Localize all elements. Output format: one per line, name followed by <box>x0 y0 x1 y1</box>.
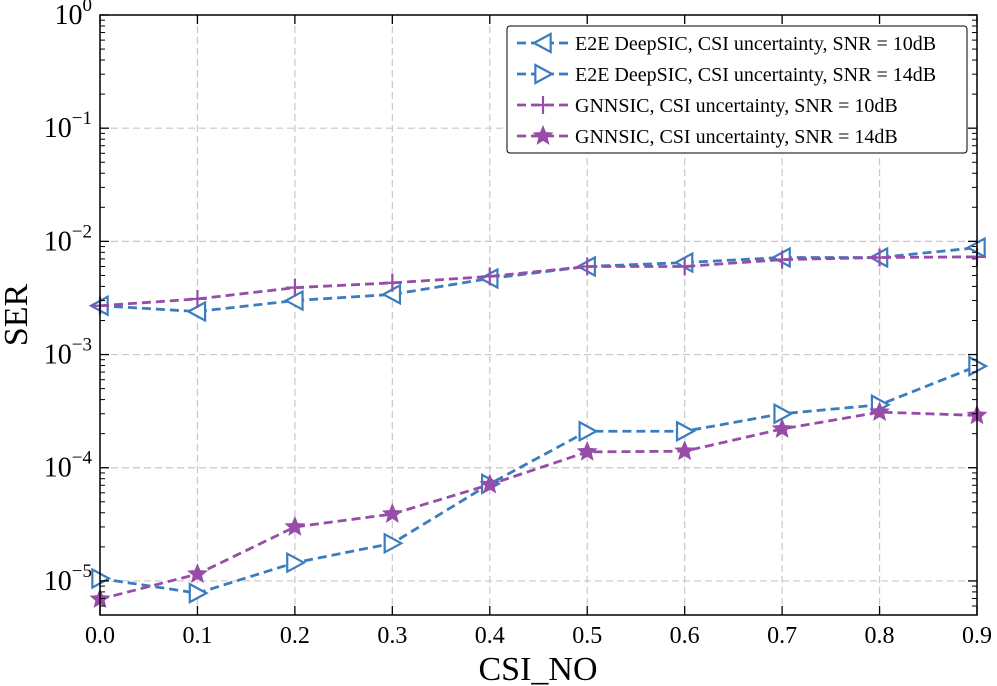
x-tick-label: 0.1 <box>182 623 212 649</box>
data-point <box>578 257 597 276</box>
legend-label: E2E DeepSIC, CSI uncertainty, SNR = 14dB <box>575 64 936 86</box>
data-point <box>188 289 207 308</box>
series-line <box>99 364 978 595</box>
y-tick-label: 10−5 <box>44 561 92 597</box>
y-tick-base: 10 <box>44 566 72 597</box>
legend-marker <box>534 63 555 85</box>
series-4 <box>89 401 988 609</box>
legend-marker <box>534 96 552 114</box>
legend-entry: GNNSIC, CSI uncertainty, SNR = 10dB <box>517 95 898 117</box>
data-point <box>771 417 793 438</box>
y-tick-base: 10 <box>55 0 83 31</box>
data-point <box>870 248 889 267</box>
y-tick-label: 10−3 <box>44 335 92 371</box>
data-point <box>674 440 696 461</box>
legend-label: E2E DeepSIC, CSI uncertainty, SNR = 10dB <box>575 33 936 55</box>
data-point <box>773 250 792 269</box>
y-tick-base: 10 <box>44 340 72 371</box>
plot-frame <box>99 14 978 616</box>
data-point <box>284 515 306 536</box>
axis-ticks: 0.0 0.1 0.2 0.3 0.4 0.5 0.6 0.7 0.8 0.910010−110−… <box>44 0 992 649</box>
legend: E2E DeepSIC, CSI uncertainty, SNR = 10dB… <box>506 25 968 154</box>
data-point <box>285 278 304 297</box>
y-tick-label: 10−4 <box>44 448 93 484</box>
x-tick-label: 0.4 <box>475 623 505 649</box>
y-tick-exponent: −2 <box>72 221 92 242</box>
series-line <box>99 410 978 601</box>
y-tick-base: 10 <box>44 453 72 484</box>
data-point <box>479 473 501 494</box>
x-tick-label: 0.0 <box>85 623 115 649</box>
x-axis-label: CSI_NO <box>478 651 597 686</box>
y-tick-exponent: −5 <box>72 561 92 582</box>
data-point <box>675 420 696 443</box>
x-tick-label: 0.9 <box>962 623 992 649</box>
series-line <box>99 255 978 308</box>
data-point <box>480 267 499 286</box>
y-tick-exponent: 0 <box>83 0 93 16</box>
data-point <box>675 257 694 276</box>
data-point <box>188 582 209 604</box>
series-layer <box>88 236 989 609</box>
data-point <box>381 503 403 523</box>
data-point <box>578 420 599 443</box>
y-tick-label: 10−1 <box>44 108 92 144</box>
y-tick-base: 10 <box>44 113 72 144</box>
y-tick-exponent: −4 <box>72 448 93 469</box>
legend-entry: E2E DeepSIC, CSI uncertainty, SNR = 14dB <box>517 63 936 86</box>
x-tick-label: 0.5 <box>572 623 602 649</box>
data-point <box>383 532 404 555</box>
legend-label: GNNSIC, CSI uncertainty, SNR = 10dB <box>575 95 898 117</box>
data-point <box>186 563 208 583</box>
data-point <box>286 551 307 574</box>
x-tick-label: 0.8 <box>865 623 895 649</box>
data-point <box>773 402 794 425</box>
y-tick-label: 10−2 <box>44 221 92 257</box>
x-tick-label: 0.2 <box>280 623 310 649</box>
legend-marker <box>532 125 554 145</box>
legend-box <box>506 25 968 154</box>
x-tick-label: 0.6 <box>670 623 700 649</box>
y-tick-base: 10 <box>44 226 72 257</box>
y-tick-exponent: −1 <box>72 108 92 129</box>
y-tick-label: 100 <box>55 0 93 31</box>
data-point <box>869 401 891 422</box>
data-point <box>383 273 402 292</box>
y-axis-label: SER <box>0 284 35 347</box>
legend-label: GNNSIC, CSI uncertainty, SNR = 14dB <box>575 126 898 148</box>
x-tick-label: 0.7 <box>767 623 797 649</box>
legend-entry: GNNSIC, CSI uncertainty, SNR = 14dB <box>517 125 898 148</box>
legend-entry: E2E DeepSIC, CSI uncertainty, SNR = 10dB <box>517 32 936 55</box>
data-point <box>576 440 598 461</box>
x-tick-label: 0.3 <box>377 623 407 649</box>
legend-marker <box>531 32 552 54</box>
y-tick-exponent: −3 <box>72 335 92 356</box>
